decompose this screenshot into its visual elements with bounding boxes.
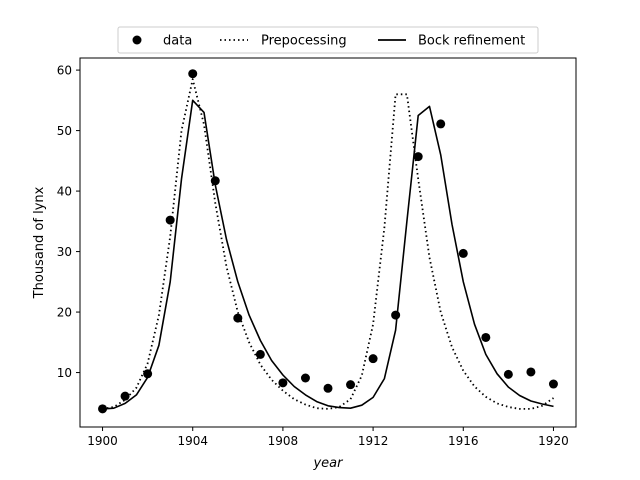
data-point — [98, 404, 108, 414]
y-axis-label: Thousand of lynx — [32, 186, 47, 299]
y-tick-label: 20 — [57, 306, 72, 320]
data-point — [436, 119, 446, 129]
data-point — [300, 373, 310, 383]
data-point — [458, 248, 468, 258]
series-line-bock-refinement — [102, 99, 554, 410]
legend-label-prepocessing: Prepocessing — [261, 34, 347, 49]
x-tick-label: 1916 — [448, 434, 479, 448]
plot-area — [79, 57, 577, 428]
data-point — [368, 354, 378, 364]
data-point — [188, 69, 198, 79]
x-tick-label: 1912 — [358, 434, 389, 448]
y-tick-label: 60 — [57, 64, 72, 78]
data-point — [503, 369, 513, 379]
data-point — [391, 310, 401, 320]
data-point — [210, 176, 220, 186]
data-point — [233, 313, 243, 323]
data-point — [323, 383, 333, 393]
data-point — [165, 215, 175, 225]
data-point — [413, 152, 423, 162]
x-axis-label: year — [312, 456, 344, 471]
x-tick-label: 1920 — [538, 434, 569, 448]
data-point — [481, 332, 491, 342]
data-point — [278, 378, 288, 388]
y-tick-label: 10 — [57, 366, 72, 380]
legend-label-data: data — [163, 34, 192, 49]
x-tick-label: 1900 — [87, 434, 118, 448]
data-point — [143, 369, 153, 379]
legend: data Prepocessing Bock refinement — [117, 26, 539, 54]
series-layer — [98, 69, 558, 414]
data-point — [120, 391, 130, 401]
y-tick-label: 50 — [57, 124, 72, 138]
y-tick-label: 40 — [57, 185, 72, 199]
data-point — [526, 367, 536, 377]
data-point — [548, 379, 558, 389]
data-point — [346, 380, 356, 390]
x-tick-label: 1904 — [177, 434, 208, 448]
data-point — [255, 349, 265, 359]
y-tick-label: 30 — [57, 245, 72, 259]
legend-frame — [117, 26, 539, 54]
legend-marker-data — [132, 35, 142, 45]
x-tick-label: 1908 — [268, 434, 299, 448]
legend-label-bock-refinement: Bock refinement — [418, 34, 525, 49]
axes-layer: 1900 1904 1908 1912 1916 1920 10 20 30 40 50 60 — [57, 64, 569, 448]
